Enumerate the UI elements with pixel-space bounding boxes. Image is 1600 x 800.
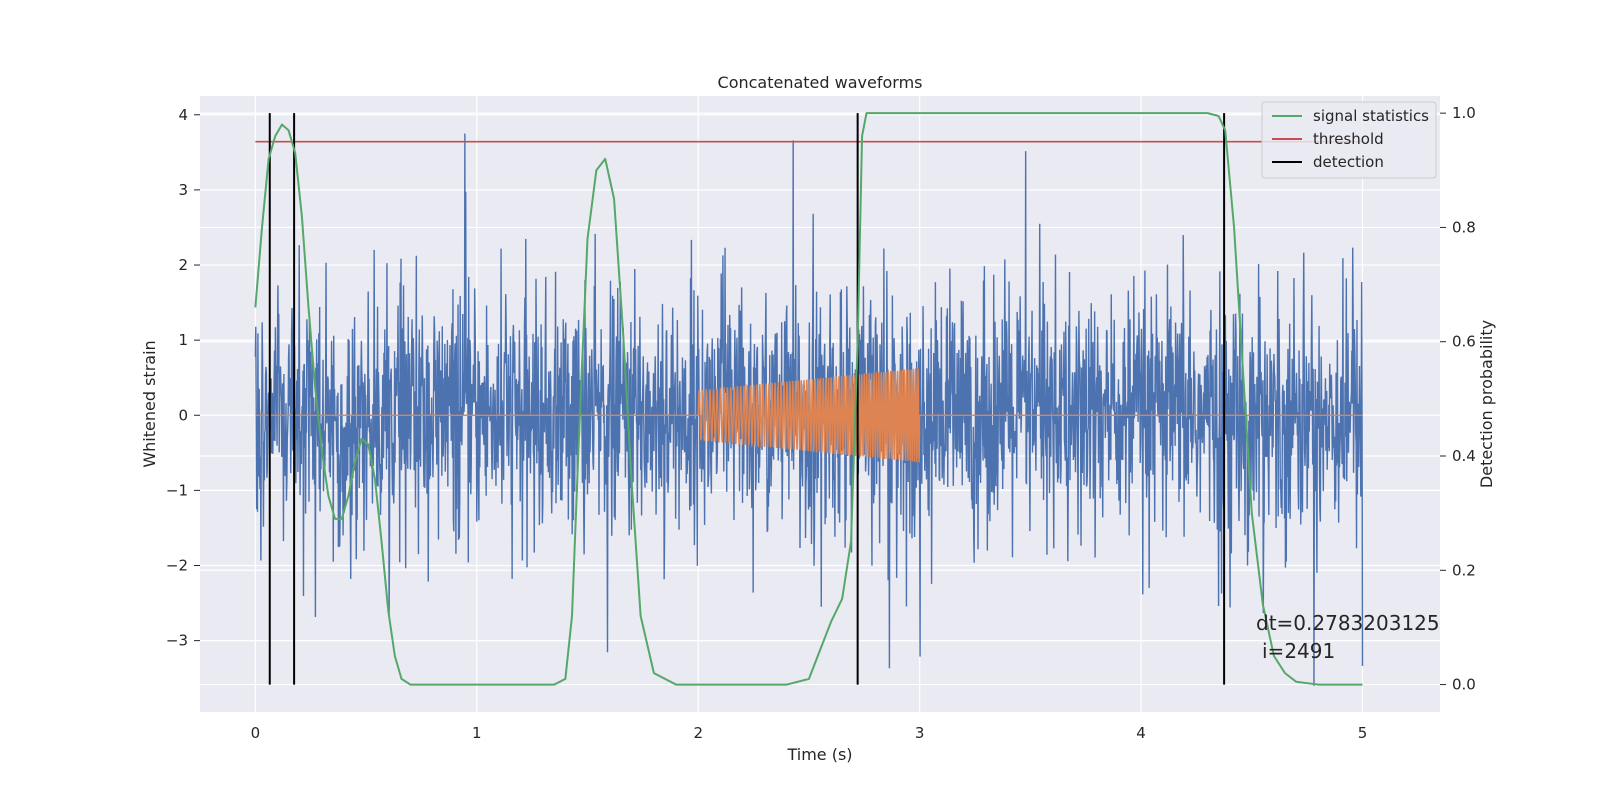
y-tick-label: −2: [166, 557, 188, 575]
y2-tick-label: 0.4: [1452, 447, 1476, 465]
axes-layer: 0 1 2 3 4 5 −3 −2 −1 0 1 2 3 4 0.0 0.2 0.4 0.6 0.8 1.0: [166, 104, 1476, 742]
x-tick-label: 5: [1358, 724, 1368, 742]
series-injected-signal-line: [255, 368, 1363, 463]
y-axis-label: Whitened strain: [140, 340, 159, 467]
legend-box: [1261, 101, 1437, 179]
y2-axis-label: Detection probability: [1477, 320, 1496, 488]
signal-statistics-line: [254, 112, 1363, 686]
data-layer: [254, 112, 1364, 686]
y-tick-label: −3: [166, 632, 188, 650]
x-tick-label: 0: [251, 724, 261, 742]
y-tick-label: 4: [178, 106, 188, 124]
chart-title: Concatenated waveforms: [718, 73, 923, 92]
annotation-dt: dt=0.2783203125: [1256, 611, 1440, 635]
y2-tick-label: 1.0: [1452, 104, 1476, 122]
y-tick-label: 1: [178, 331, 188, 349]
legend-label-threshold: threshold: [1313, 130, 1384, 148]
legend-label-detection: detection: [1313, 153, 1384, 171]
y-tick-label: 0: [178, 406, 188, 424]
y2-tick-label: 0.0: [1452, 676, 1476, 694]
y-tick-label: 2: [178, 256, 188, 274]
legend: signal statistics threshold detection: [1261, 101, 1437, 179]
x-tick-label: 3: [915, 724, 925, 742]
x-tick-label: 4: [1136, 724, 1146, 742]
x-tick-label: 1: [472, 724, 482, 742]
legend-label-signal: signal statistics: [1313, 107, 1429, 125]
y2-tick-label: 0.2: [1452, 561, 1476, 579]
annotation-index: i=2491: [1262, 639, 1335, 663]
x-tick-label: 2: [693, 724, 703, 742]
y-tick-label: −1: [166, 481, 188, 499]
x-axis-label: Time (s): [786, 745, 852, 764]
y-tick-label: 3: [178, 181, 188, 199]
y2-tick-label: 0.6: [1452, 333, 1476, 351]
y2-tick-label: 0.8: [1452, 218, 1476, 236]
